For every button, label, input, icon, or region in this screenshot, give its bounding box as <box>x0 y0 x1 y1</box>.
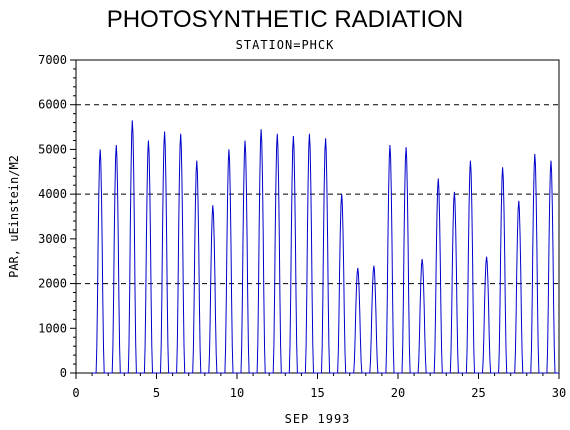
x-tick-label: 25 <box>471 386 485 400</box>
x-tick-label: 15 <box>310 386 324 400</box>
par-series-line <box>92 120 559 374</box>
plot-frame <box>75 59 560 374</box>
x-tick-label: 30 <box>552 386 566 400</box>
x-tick-label: 0 <box>72 386 79 400</box>
y-tick-label: 0 <box>60 366 67 380</box>
y-tick-label: 7000 <box>38 53 67 67</box>
x-tick-label: 10 <box>230 386 244 400</box>
y-tick-label: 2000 <box>38 277 67 291</box>
chart-title: PHOTOSYNTHETIC RADIATION <box>106 6 464 33</box>
x-tick-label: 5 <box>153 386 160 400</box>
y-axis-label: PAR, uEinstein/M2 <box>7 155 21 278</box>
y-tick-label: 1000 <box>38 321 67 335</box>
x-tick-label: 20 <box>391 386 405 400</box>
y-tick-label: 4000 <box>38 187 67 201</box>
chart-subtitle: STATION=PHCK <box>235 38 335 52</box>
y-tick-label: 6000 <box>38 98 67 112</box>
y-tick-label: 3000 <box>38 232 67 246</box>
x-axis-label: SEP 1993 <box>285 412 351 426</box>
y-tick-label: 5000 <box>38 142 67 156</box>
